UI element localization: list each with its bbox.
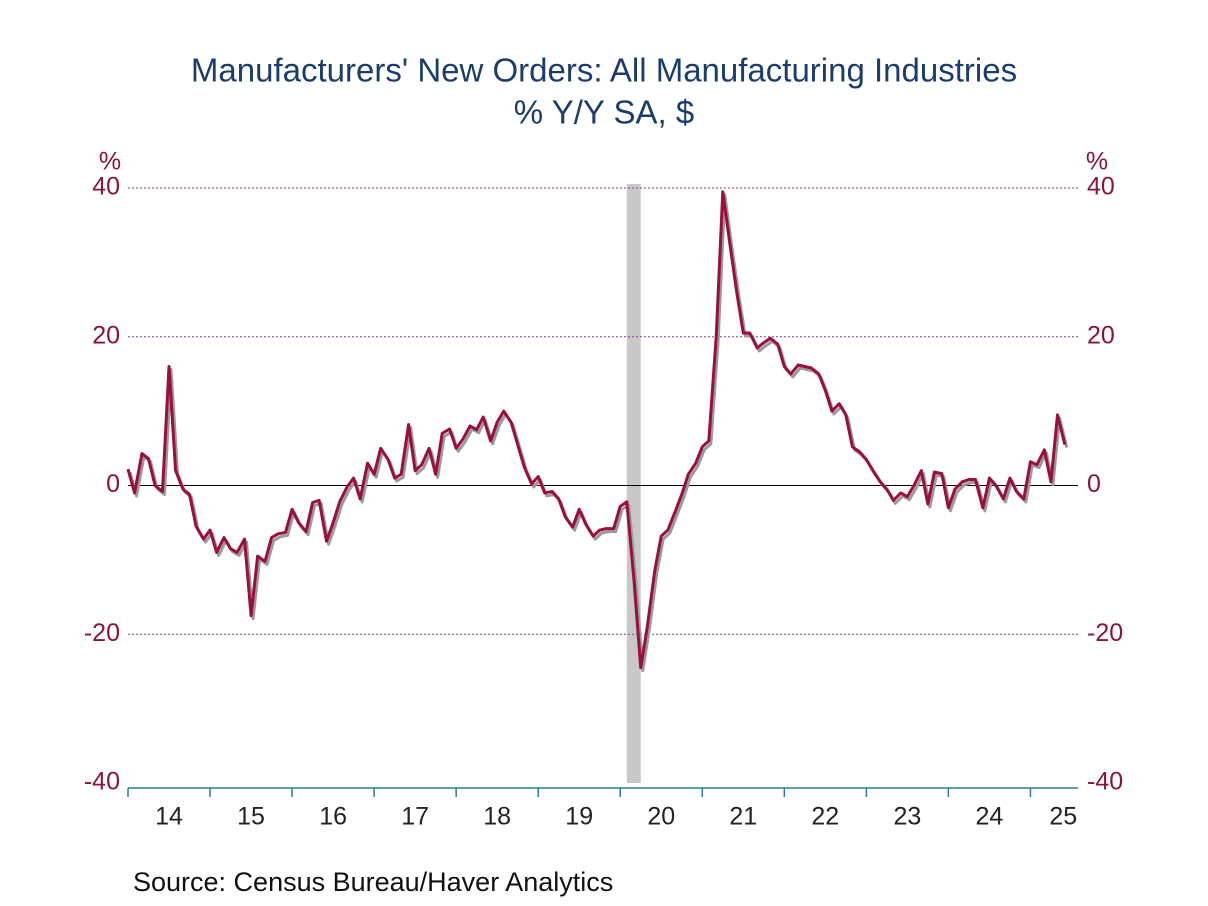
y-unit-left: %: [99, 148, 121, 176]
y-tick-label-right: 40: [1087, 173, 1115, 201]
y-tick-label-left: -40: [84, 768, 120, 796]
x-tick-label: 14: [155, 803, 183, 831]
x-tick-label: 25: [1049, 803, 1077, 831]
chart-subtitle: % Y/Y SA, $: [514, 94, 694, 131]
y-unit-right: %: [1086, 148, 1108, 176]
y-tick-label-left: -20: [84, 619, 120, 647]
x-tick-label: 16: [319, 803, 347, 831]
x-tick-label: 23: [893, 803, 921, 831]
x-tick-label: 18: [483, 803, 511, 831]
recession-band: [626, 184, 641, 783]
x-tick-label: 15: [237, 803, 265, 831]
x-tick-label: 24: [975, 803, 1003, 831]
data-line: [126, 190, 1067, 670]
y-tick-label-right: 20: [1087, 321, 1115, 349]
y-tick-label-right: 0: [1087, 470, 1101, 498]
x-tick-label: 22: [811, 803, 839, 831]
y-tick-label-right: -20: [1087, 619, 1123, 647]
x-tick-label: 21: [729, 803, 757, 831]
y-tick-label-right: -40: [1087, 768, 1123, 796]
line-shadow: [128, 193, 1069, 673]
x-tick-label: 20: [647, 803, 675, 831]
y-tick-label-left: 40: [92, 173, 120, 201]
y-tick-label-left: 0: [106, 470, 120, 498]
x-tick-label: 19: [565, 803, 593, 831]
x-tick-label: 17: [401, 803, 429, 831]
chart-title: Manufacturers' New Orders: All Manufactu…: [191, 52, 1017, 89]
source-note: Source: Census Bureau/Haver Analytics: [133, 867, 613, 897]
y-tick-label-left: 20: [92, 321, 120, 349]
